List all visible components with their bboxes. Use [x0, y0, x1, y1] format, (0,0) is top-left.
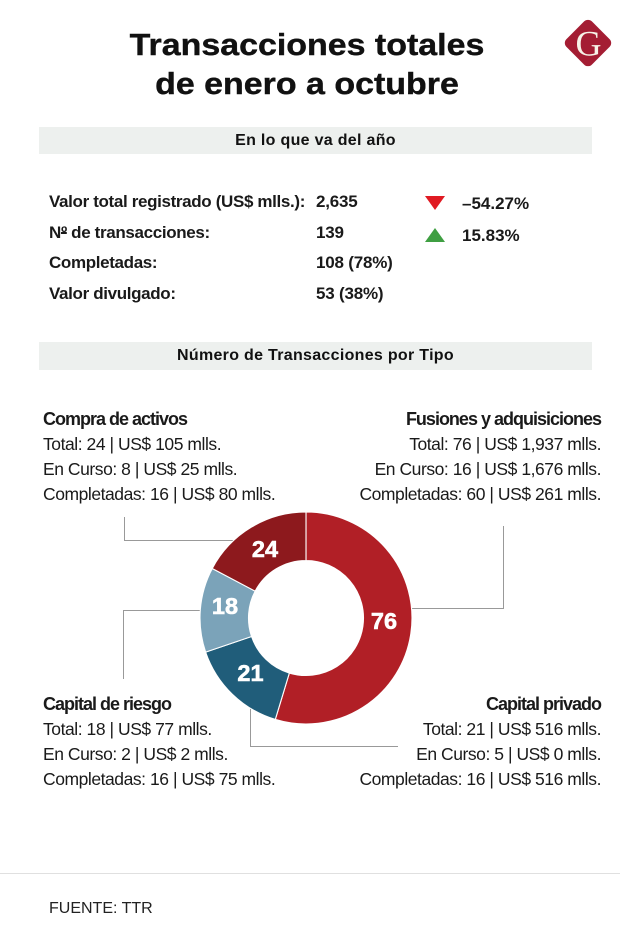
svg-text:76: 76 — [371, 608, 397, 634]
svg-text:18: 18 — [212, 593, 238, 619]
svg-text:24: 24 — [252, 536, 278, 562]
svg-text:21: 21 — [237, 660, 263, 686]
svg-text:G: G — [576, 24, 602, 64]
